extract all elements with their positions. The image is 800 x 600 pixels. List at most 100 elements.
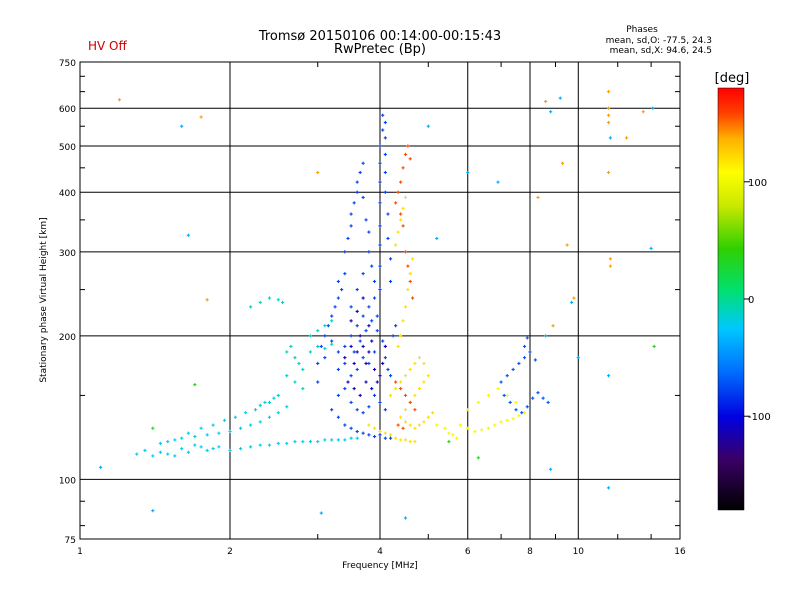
echo-point [372, 434, 377, 439]
echo-point [505, 418, 509, 422]
echo-point [249, 305, 253, 309]
echo-point [276, 441, 280, 445]
echo-point [285, 350, 289, 354]
echo-point [517, 361, 521, 366]
echo-point [394, 201, 398, 205]
echo-point [606, 374, 611, 378]
echo-point [399, 218, 403, 222]
echo-point [383, 344, 387, 349]
echo-point [570, 300, 574, 305]
stats-line-o: mean, sd,O: -77.5, 24.3 [606, 36, 712, 46]
y-tick-label: 750 [59, 59, 76, 69]
echo-point [199, 426, 203, 430]
echo-point [258, 300, 262, 305]
echo-point [151, 426, 155, 430]
colorbar-label: [deg] [715, 71, 750, 86]
y-tick-label: 400 [59, 189, 76, 199]
echo-point [496, 180, 500, 184]
echo-point [522, 356, 527, 360]
echo-point [652, 344, 656, 349]
echo-point [522, 344, 527, 349]
echo-point [355, 350, 359, 354]
echo-point [558, 96, 562, 100]
echo-point [330, 314, 334, 318]
echo-point [336, 393, 340, 398]
echo-point [358, 170, 362, 175]
echo-point [388, 393, 393, 398]
echo-point [408, 423, 412, 427]
echo-point [378, 264, 382, 268]
echo-point [135, 452, 139, 456]
echo-point [413, 361, 417, 366]
echo-point [323, 324, 327, 328]
echo-point [355, 429, 359, 434]
echo-point [180, 447, 184, 451]
echo-point [399, 387, 403, 391]
echo-point [151, 454, 155, 458]
echo-point [401, 206, 405, 210]
echo-point [375, 380, 379, 384]
x-tick-label: 8 [527, 547, 533, 557]
echo-point [606, 106, 611, 110]
echo-point [272, 396, 276, 400]
echo-point [228, 429, 232, 434]
echo-point [383, 356, 387, 360]
echo-point [401, 224, 405, 228]
echo-point [267, 400, 272, 405]
echo-point [394, 436, 398, 440]
echo-point [408, 440, 412, 444]
echo-point [408, 279, 412, 284]
echo-point [372, 367, 377, 372]
echo-point [378, 224, 382, 228]
echo-point [166, 440, 170, 444]
echo-point [422, 380, 426, 384]
echo-point [378, 161, 382, 165]
echo-point [330, 408, 334, 412]
echo-point [238, 426, 243, 430]
echo-point [399, 415, 403, 419]
echo-point [267, 415, 272, 419]
echo-point [330, 339, 334, 343]
echo-point [228, 448, 232, 453]
echo-point [370, 264, 374, 268]
echo-point [258, 403, 262, 407]
echo-point [355, 436, 359, 440]
echo-point [386, 236, 390, 241]
echo-point [608, 136, 613, 140]
echo-point [549, 467, 553, 471]
echo-point [352, 361, 356, 366]
echo-point [343, 361, 347, 366]
echo-point [372, 279, 377, 284]
colorbar-tick-label: 0 [748, 295, 754, 306]
x-tick-label: 1 [77, 547, 83, 557]
echo-point [386, 212, 390, 216]
echo-point [326, 324, 330, 328]
echo-point [536, 391, 540, 395]
echo-point [276, 298, 280, 302]
echo-point [565, 243, 569, 247]
echo-point [522, 411, 527, 415]
echo-point [403, 374, 408, 378]
echo-point [352, 201, 356, 205]
echo-point [316, 440, 320, 444]
echo-point [606, 486, 611, 490]
echo-point [205, 448, 209, 453]
echo-point [367, 423, 371, 427]
echo-point [355, 180, 359, 184]
echo-point [426, 124, 430, 128]
echo-point [520, 411, 524, 415]
echo-point [401, 319, 405, 323]
echo-point [560, 161, 565, 165]
echo-point [381, 113, 385, 117]
echo-point [383, 436, 387, 440]
echo-point [551, 324, 555, 328]
echo-point [624, 136, 629, 140]
echo-point [606, 120, 611, 125]
echo-point [367, 305, 371, 309]
echo-point [466, 426, 470, 430]
echo-point [355, 408, 359, 412]
echo-point [336, 367, 340, 372]
echo-point [370, 319, 374, 323]
echo-point [193, 443, 197, 447]
